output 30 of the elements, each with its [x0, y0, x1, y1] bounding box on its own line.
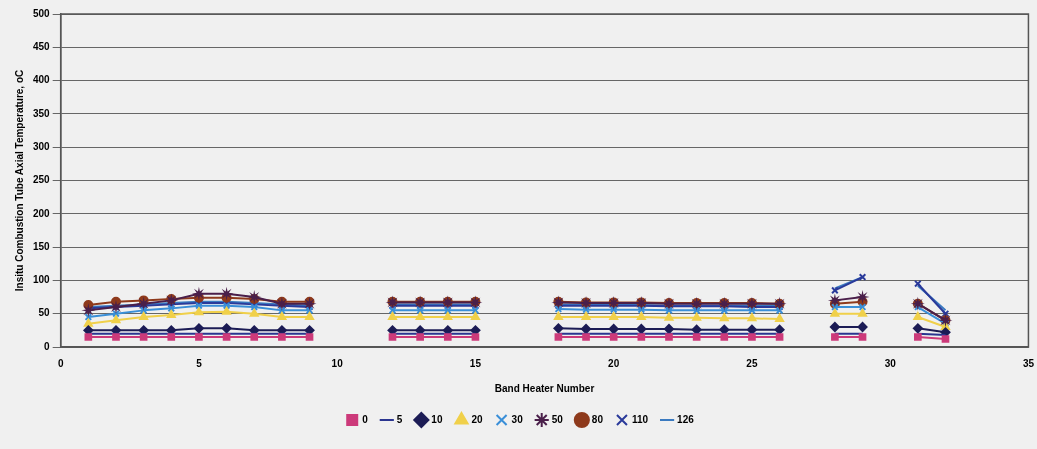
x-tick-label: 0 — [57, 357, 64, 369]
y-tick-label: 350 — [33, 107, 51, 119]
legend-label: 5 — [396, 413, 403, 425]
legend-label: 80 — [591, 413, 604, 425]
x-tick-label: 10 — [331, 357, 344, 369]
legend-label: 10 — [431, 413, 443, 425]
legend-label: 110 — [631, 413, 649, 425]
x-tick-label: 25 — [746, 357, 758, 369]
legend-label: 30 — [511, 413, 524, 425]
legend-label: 0 — [362, 413, 369, 425]
y-tick-label: 0 — [44, 340, 51, 352]
y-tick-label: 200 — [33, 207, 51, 219]
x-tick-label: 15 — [469, 357, 482, 369]
y-tick-label: 500 — [33, 7, 51, 19]
legend-label: 20 — [471, 413, 484, 425]
x-axis-title: Band Heater Number — [494, 382, 595, 394]
legend-label: 50 — [551, 413, 564, 425]
y-tick-label: 50 — [38, 307, 51, 319]
x-tick-label: 35 — [1022, 357, 1035, 369]
y-tick-label: 150 — [33, 240, 51, 252]
y-tick-label: 450 — [33, 41, 51, 53]
y-tick-label: 250 — [33, 174, 51, 186]
y-tick-label: 400 — [33, 74, 51, 86]
legend-label: 126 — [677, 413, 695, 425]
x-tick-label: 30 — [884, 357, 897, 369]
y-tick-label: 300 — [33, 140, 51, 152]
y-axis-title: Insitu Combustion Tube Axial Temperature, oC — [13, 69, 25, 292]
y-tick-label: 100 — [33, 274, 51, 286]
x-tick-label: 20 — [608, 357, 620, 369]
x-tick-label: 5 — [196, 357, 203, 369]
